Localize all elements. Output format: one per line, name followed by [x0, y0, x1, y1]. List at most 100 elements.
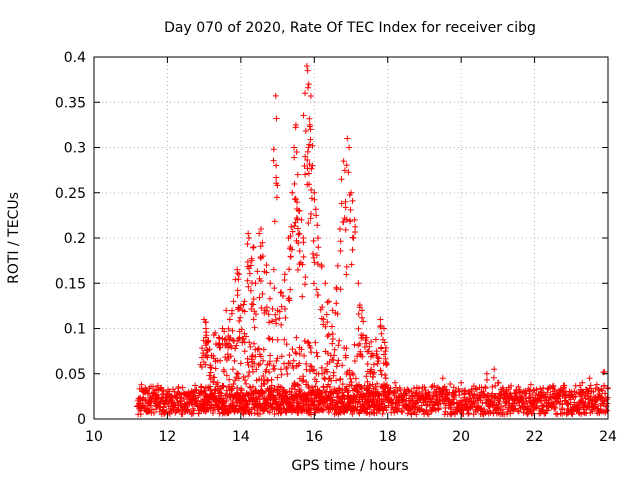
data-point [295, 231, 302, 238]
data-point [245, 362, 252, 369]
data-point [439, 375, 446, 382]
data-point [294, 225, 301, 232]
data-point [256, 294, 263, 301]
data-point [344, 389, 351, 396]
data-point [362, 394, 369, 401]
data-point [265, 335, 272, 342]
data-point [329, 336, 336, 343]
data-point [251, 360, 258, 367]
data-point [333, 363, 340, 370]
data-point [210, 378, 217, 385]
data-point [199, 345, 206, 352]
data-point [343, 345, 350, 352]
data-point [287, 286, 294, 293]
data-point [266, 295, 273, 302]
data-point [155, 391, 162, 398]
data-point [227, 353, 234, 360]
data-point [355, 280, 362, 287]
data-point [381, 381, 388, 388]
data-point [198, 390, 205, 397]
data-point [549, 401, 556, 408]
data-point [142, 397, 149, 404]
data-point [232, 345, 239, 352]
data-point [202, 342, 209, 349]
data-point [235, 375, 242, 382]
data-point [313, 378, 320, 385]
data-point [281, 336, 288, 343]
data-point [326, 375, 333, 382]
data-point [263, 262, 270, 269]
data-point [241, 377, 248, 384]
y-tick-label: 0.4 [64, 50, 86, 66]
data-point [413, 411, 420, 418]
data-point [560, 388, 567, 395]
data-point [261, 394, 268, 401]
data-point [244, 277, 251, 284]
data-point [296, 248, 303, 255]
y-tick-label: 0.35 [55, 95, 86, 111]
data-point [377, 367, 384, 374]
data-point [417, 407, 424, 414]
data-point [216, 344, 223, 351]
data-point [337, 247, 344, 254]
data-point [245, 283, 252, 290]
data-point [236, 305, 243, 312]
data-point [292, 349, 299, 356]
data-point [281, 405, 288, 412]
data-point [269, 336, 276, 343]
data-point [465, 410, 472, 417]
data-point [302, 397, 309, 404]
data-point [364, 378, 371, 385]
data-point [220, 399, 227, 406]
data-point [489, 390, 496, 397]
data-point [248, 356, 255, 363]
data-point [230, 381, 237, 388]
data-point [602, 390, 609, 397]
data-point [358, 385, 365, 392]
data-point [235, 371, 242, 378]
data-point [345, 169, 352, 176]
y-tick-label: 0.2 [64, 231, 86, 247]
data-point [220, 382, 227, 389]
data-point [568, 388, 575, 395]
data-point [190, 388, 197, 395]
data-point [307, 344, 314, 351]
data-point [382, 372, 389, 379]
data-point [193, 387, 200, 394]
data-point [278, 303, 285, 310]
data-point [355, 310, 362, 317]
data-point [351, 228, 358, 235]
data-point [287, 398, 294, 405]
data-point [329, 307, 336, 314]
data-point [198, 364, 205, 371]
data-point [376, 390, 383, 397]
data-point [252, 311, 259, 318]
data-point [217, 389, 224, 396]
y-tick-label: 0.25 [55, 186, 86, 202]
data-point [210, 352, 217, 359]
data-point [462, 387, 469, 394]
data-point [590, 388, 597, 395]
x-axis-label: GPS time / hours [291, 458, 408, 474]
data-point [246, 270, 253, 277]
data-point [277, 410, 284, 417]
data-point [318, 263, 325, 270]
data-point [447, 405, 454, 412]
data-point [236, 271, 243, 278]
data-point [289, 189, 296, 196]
data-point [343, 263, 350, 270]
data-point [341, 167, 348, 174]
data-point [352, 375, 359, 382]
data-point [192, 382, 199, 389]
data-point [243, 333, 250, 340]
data-point [291, 154, 298, 161]
data-point [193, 397, 200, 404]
data-point [244, 258, 251, 265]
data-point [241, 348, 248, 355]
data-point [250, 244, 257, 251]
data-point [285, 295, 292, 302]
data-point [269, 305, 276, 312]
data-point [370, 397, 377, 404]
data-point [476, 384, 483, 391]
data-point [241, 339, 248, 346]
